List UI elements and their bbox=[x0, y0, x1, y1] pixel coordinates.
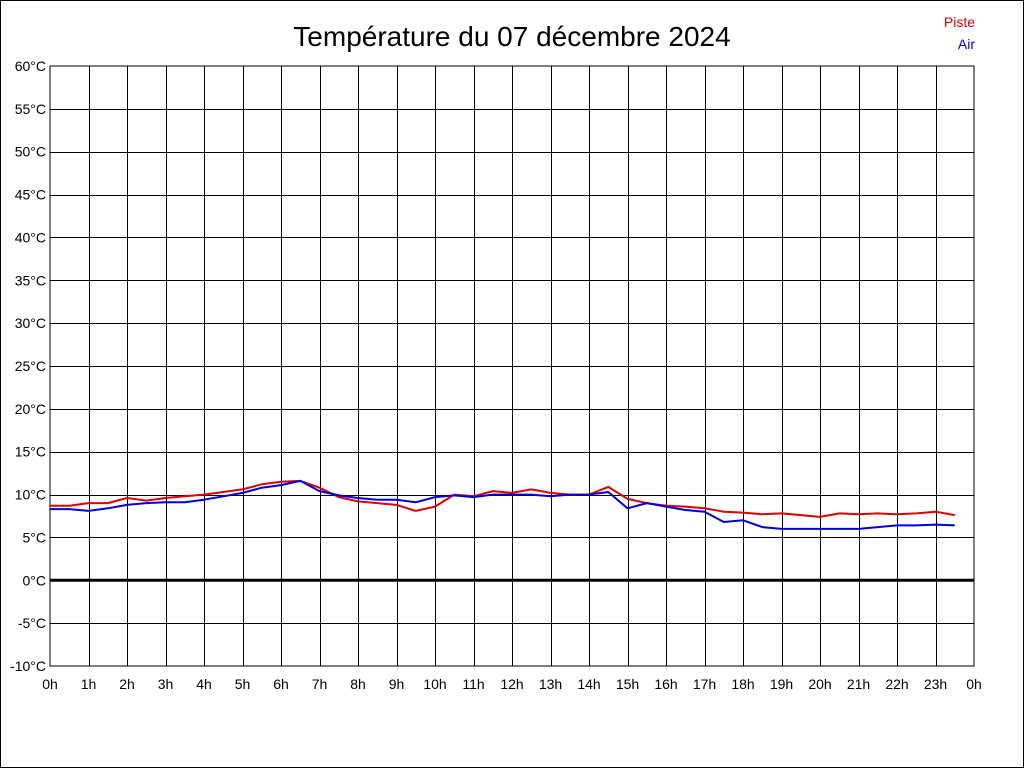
y-tick-label: 10°C bbox=[15, 487, 46, 503]
y-tick-label: 25°C bbox=[15, 358, 46, 374]
grid bbox=[49, 65, 975, 667]
x-tick-label: 11h bbox=[462, 676, 484, 692]
x-tick-label: 16h bbox=[654, 676, 677, 692]
x-tick-label: 7h bbox=[312, 676, 328, 692]
x-tick-label: 3h bbox=[158, 676, 174, 692]
x-tick-label: 8h bbox=[350, 676, 366, 692]
x-tick-label: 4h bbox=[196, 676, 212, 692]
y-tick-label: 45°C bbox=[15, 187, 46, 203]
series bbox=[50, 479, 955, 530]
y-tick-label: 20°C bbox=[15, 401, 46, 417]
x-tick-label: 5h bbox=[235, 676, 251, 692]
x-tick-label: 0h bbox=[42, 676, 58, 692]
y-tick-label: 55°C bbox=[15, 101, 46, 117]
y-tick-label: 5°C bbox=[23, 529, 47, 545]
y-tick-label: -5°C bbox=[18, 615, 46, 631]
y-tick-label: 40°C bbox=[15, 229, 46, 245]
y-tick-label: 0°C bbox=[23, 572, 47, 588]
y-tick-label: -10°C bbox=[10, 658, 46, 674]
x-tick-label: 0h bbox=[966, 676, 982, 692]
x-tick-label: 20h bbox=[808, 676, 831, 692]
legend-entry-air: Air bbox=[958, 36, 975, 52]
y-axis-ticks: 60°C 55°C 50°C 45°C 40°C 35°C 30°C 25°C 20°C 15°C… bbox=[10, 58, 46, 674]
x-tick-label: 19h bbox=[770, 676, 793, 692]
x-tick-label: 15h bbox=[616, 676, 639, 692]
series-line-air bbox=[50, 479, 955, 530]
x-tick-label: 13h bbox=[539, 676, 562, 692]
x-tick-label: 14h bbox=[577, 676, 600, 692]
legend: Piste Air bbox=[944, 14, 975, 52]
y-tick-label: 30°C bbox=[15, 315, 46, 331]
x-tick-label: 1h bbox=[81, 676, 97, 692]
x-tick-label: 21h bbox=[847, 676, 870, 692]
chart-title: Température du 07 décembre 2024 bbox=[293, 21, 730, 52]
x-tick-label: 22h bbox=[885, 676, 908, 692]
y-tick-label: 60°C bbox=[15, 58, 46, 74]
x-tick-label: 18h bbox=[731, 676, 754, 692]
x-tick-label: 2h bbox=[119, 676, 135, 692]
x-tick-label: 23h bbox=[924, 676, 947, 692]
legend-entry-piste: Piste bbox=[944, 14, 975, 30]
x-tick-label: 17h bbox=[693, 676, 716, 692]
x-tick-label: 12h bbox=[500, 676, 523, 692]
x-tick-label: 6h bbox=[273, 676, 289, 692]
x-axis-ticks: 0h 1h 2h 3h 4h 5h 6h 7h 8h 9h 10h 11h 12h 13h 14h 15h 16… bbox=[42, 676, 982, 692]
y-tick-label: 15°C bbox=[15, 444, 46, 460]
y-tick-label: 50°C bbox=[15, 144, 46, 160]
x-tick-label: 9h bbox=[389, 676, 405, 692]
y-tick-label: 35°C bbox=[15, 272, 46, 288]
x-tick-label: 10h bbox=[423, 676, 446, 692]
series-line-piste bbox=[50, 479, 955, 518]
